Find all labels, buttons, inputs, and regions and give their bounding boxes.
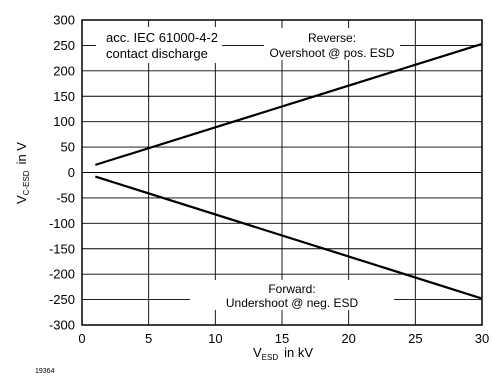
x-tick-label: 20 [341,331,355,346]
y-tick-label: 100 [53,114,75,129]
x-axis-title-main: V [253,345,262,360]
x-tick-label: 25 [408,331,422,346]
y-tick-label: 250 [53,38,75,53]
standard-label-box [96,27,222,63]
figure-id: 19364 [35,368,55,375]
standard-label-line1: acc. IEC 61000-4-2 [106,30,218,45]
y-tick-label: -200 [49,267,75,282]
y-tick-label: 50 [61,140,75,155]
reverse-label-line1: Reverse: [308,31,356,45]
y-tick-label: -300 [49,318,75,333]
y-tick-label: 300 [53,13,75,28]
y-axis-title: VC-ESD in V [14,142,31,204]
y-tick-label: 150 [53,89,75,104]
forward-undershoot-line [95,175,483,300]
x-tick-label: 30 [475,331,489,346]
y-tick-label: -100 [49,216,75,231]
x-axis-title-unit: in kV [284,345,313,360]
y-tick-label: -150 [49,241,75,256]
y-tick-label: -250 [49,292,75,307]
x-tick-label: 0 [78,331,85,346]
reverse-label-box [264,28,400,60]
y-tick-label: 200 [53,63,75,78]
y-axis-title-unit: in V [14,142,29,165]
series-layer [95,42,483,300]
y-tick-label: -50 [56,190,75,205]
y-axis-title-sub: C-ESD [22,170,31,195]
reverse-label-line2: Overshoot @ pos. ESD [270,46,395,60]
forward-label-box [190,280,394,310]
y-axis-title-main: V [14,195,29,204]
y-tick-label: 0 [68,165,75,180]
x-axis-title-sub: ESD [262,353,279,362]
standard-label-line2: contact discharge [106,46,208,61]
x-axis-title: VESD in kV [253,345,313,362]
x-tick-label: 10 [208,331,222,346]
reverse-overshoot-line [95,42,483,166]
plot-frame [81,19,483,326]
forward-label-line2: Undershoot @ neg. ESD [226,296,359,310]
tick-label-layer: 0 5 10 15 20 25 30 300 250 200 150 100 50 0 -50 -100 -15… [49,13,489,347]
forward-label-line1: Forward: [268,282,315,296]
x-tick-label: 15 [275,331,289,346]
x-tick-label: 5 [145,331,152,346]
annotation-layer: acc. IEC 61000-4-2 contact discharge Rev… [96,27,400,310]
